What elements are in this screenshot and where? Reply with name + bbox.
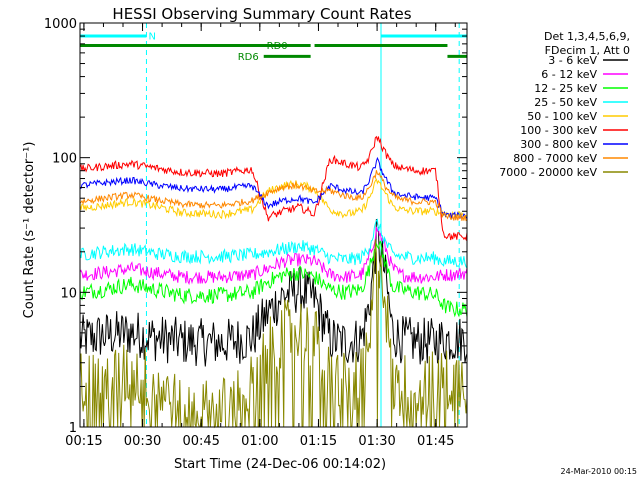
legend-label-5: 100 - 300 keV: [520, 124, 597, 137]
legend-header-line-0: Det 1,3,4,5,6,9,: [544, 30, 630, 43]
y-tick-label-0: 1: [69, 421, 77, 436]
x-tick-label-4: 01:15: [300, 434, 337, 449]
legend-label-6: 300 - 800 keV: [520, 138, 597, 151]
x-tick-label-0: 00:15: [65, 434, 102, 449]
x-tick-label-2: 00:45: [182, 434, 219, 449]
legend-label-4: 50 - 100 keV: [527, 110, 597, 123]
x-axis-label: Start Time (24-Dec-06 00:14:02): [174, 457, 386, 472]
series-line-5: [79, 135, 468, 242]
series-line-6: [80, 156, 468, 221]
x-axis-ticks: 00:15 00:30 00:45 01:00 01:15 01:30 01:45: [65, 23, 456, 449]
series-line-0: [79, 218, 468, 367]
x-tick-label-1: 00:30: [124, 434, 161, 449]
flag-label-rd6: RD6: [238, 52, 259, 63]
y-tick-label-3: 1000: [44, 17, 77, 32]
series-lines: [79, 135, 468, 429]
series-line-8: [79, 239, 468, 429]
legend-label-1: 6 - 12 keV: [541, 68, 597, 81]
x-tick-label-3: 01:00: [241, 434, 278, 449]
legend-header-line-1: FDecim 1, Att 0: [545, 44, 630, 57]
legend-label-7: 800 - 7000 keV: [513, 152, 597, 165]
series-line-7: [79, 170, 468, 222]
flag-label-n: N: [148, 32, 155, 43]
x-tick-label-5: 01:30: [358, 434, 395, 449]
flag-bars: N RD0 RD6: [80, 32, 467, 63]
legend-label-3: 25 - 50 keV: [534, 96, 597, 109]
y-axis-label: Count Rate (s⁻¹ detector⁻¹): [22, 142, 37, 319]
flag-label-rd0: RD0: [267, 41, 288, 52]
y-tick-label-1: 10: [60, 286, 77, 301]
series-line-2: [79, 240, 468, 318]
series-line-1: [79, 226, 468, 286]
legend: Det 1,3,4,5,6,9,FDecim 1, Att 03 - 6 keV…: [499, 30, 630, 179]
series-line-3: [79, 218, 468, 269]
chart-title: HESSI Observing Summary Count Rates: [112, 5, 411, 23]
legend-label-8: 7000 - 20000 keV: [499, 166, 597, 179]
legend-label-2: 12 - 25 keV: [534, 82, 597, 95]
y-tick-label-2: 100: [52, 152, 77, 167]
x-tick-label-6: 01:45: [417, 434, 454, 449]
generation-timestamp: 24-Mar-2010 00:15: [561, 467, 638, 476]
y-axis-ticks: 1 10 100 1000: [44, 17, 467, 436]
plot-frame: [79, 22, 468, 428]
legend-label-0: 3 - 6 keV: [548, 54, 597, 67]
